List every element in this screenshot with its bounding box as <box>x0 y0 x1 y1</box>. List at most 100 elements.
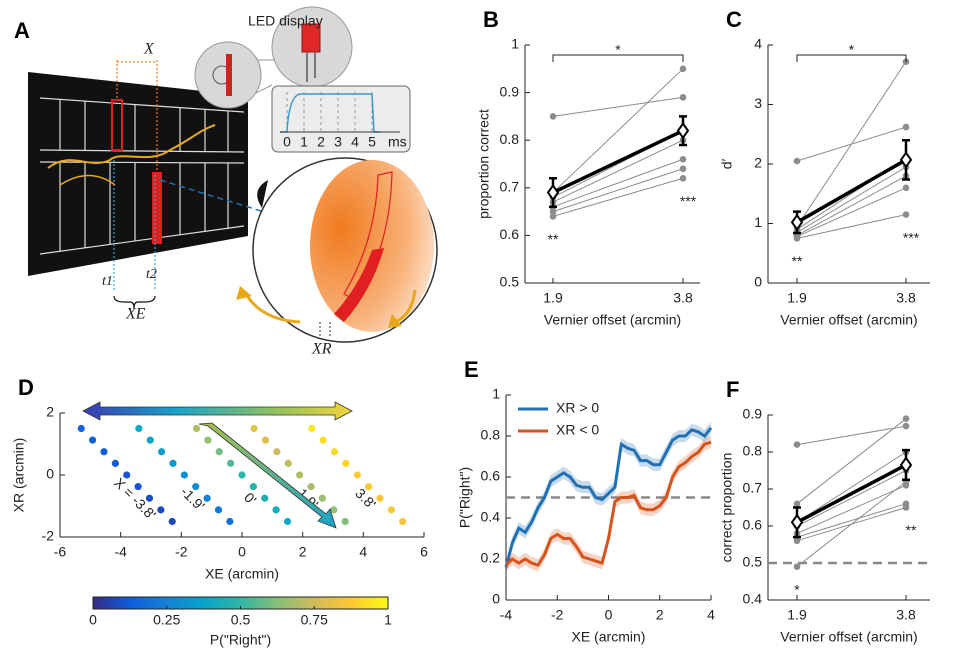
inset-tick-label: 1 <box>300 134 308 150</box>
y-tick-label: 3 <box>754 95 762 111</box>
significance-label: *** <box>903 229 920 245</box>
x-axis-label: Vernier offset (arcmin) <box>544 312 681 328</box>
significance-label: * <box>615 42 621 58</box>
x-tick-label: -2 <box>551 607 564 623</box>
inset-tick-label: 0 <box>283 134 291 150</box>
retina <box>310 160 434 332</box>
y-tick-label: 0.8 <box>481 427 501 443</box>
y-tick-label: 0 <box>492 591 500 607</box>
scatter-point <box>181 471 188 478</box>
y-tick-label: 0.9 <box>743 406 763 422</box>
y-tick-label: 0.2 <box>481 550 501 566</box>
mean-marker <box>901 458 911 472</box>
subject-line <box>797 426 906 445</box>
x-axis-label: XE (arcmin) <box>572 629 646 645</box>
subject-point <box>903 423 910 430</box>
x-tick-label: -2 <box>175 544 188 560</box>
scatter-point <box>158 448 165 455</box>
y-tick-label: 0.6 <box>743 517 763 533</box>
scatter-point <box>226 518 233 525</box>
inset-tick-label: 4 <box>351 134 359 150</box>
mean-line <box>797 160 906 222</box>
scatter-point <box>273 506 280 513</box>
x-axis-label: XE (arcmin) <box>205 566 279 582</box>
y-tick-label: 0.5 <box>500 274 520 290</box>
subject-point <box>903 185 910 192</box>
scatter-point <box>308 425 315 432</box>
series-label: 0' <box>241 489 260 508</box>
panel-label: C <box>726 7 742 32</box>
subject-point <box>794 501 801 508</box>
subject-point <box>903 504 910 511</box>
mean-marker <box>792 515 802 529</box>
scatter-point <box>100 448 107 455</box>
offset-label: X <box>143 41 155 58</box>
x-tick-label: -6 <box>54 544 67 560</box>
scatter-point <box>78 425 85 432</box>
inset-unit: ms <box>388 134 407 150</box>
subject-line <box>797 62 906 227</box>
y-tick-label: 0 <box>46 466 54 482</box>
panel-label: F <box>726 377 739 402</box>
figure: A LED display X 012345 ms t1 t2 XE XR B0… <box>0 0 972 653</box>
scatter-point <box>112 460 119 467</box>
screen-offset-label: XE <box>125 306 146 323</box>
x-tick-label: 3.8 <box>673 290 693 306</box>
led-bar <box>226 54 232 96</box>
y-axis-label: correct proportion <box>719 453 735 563</box>
x-tick-label: 3.8 <box>896 607 916 623</box>
error-band <box>506 436 711 571</box>
scatter-point <box>89 437 96 444</box>
legend-label: XR < 0 <box>556 422 599 438</box>
x-tick-label: 1.9 <box>543 290 563 306</box>
series-label: -1.9' <box>178 483 208 513</box>
colorbar-tick-label: 1 <box>384 612 392 628</box>
scatter-point <box>169 518 176 525</box>
y-tick-label: 1 <box>492 386 500 402</box>
y-tick-label: 0.6 <box>481 468 501 484</box>
scatter-point <box>342 518 349 525</box>
significance-label: * <box>794 581 800 597</box>
significance-label: ** <box>906 522 917 538</box>
legend-label: XR > 0 <box>556 400 599 416</box>
y-tick-label: -2 <box>42 528 55 544</box>
scatter-point <box>261 495 268 502</box>
subject-point <box>680 66 687 73</box>
y-tick-label: 0.4 <box>481 509 501 525</box>
time-label: t2 <box>146 267 157 282</box>
scatter-point <box>354 471 361 478</box>
mean-line <box>797 465 906 522</box>
significance-label: ** <box>792 253 803 269</box>
subject-line <box>797 471 906 527</box>
x-axis-label: Vernier offset (arcmin) <box>780 629 917 645</box>
scatter-point <box>399 518 406 525</box>
series-label: 3.8' <box>352 485 379 512</box>
x-tick-label: 3.8 <box>896 290 916 306</box>
y-axis-label: d′ <box>719 158 735 169</box>
subject-point <box>550 113 557 120</box>
subject-line <box>797 167 906 232</box>
subject-point <box>794 235 801 242</box>
subject-line <box>553 69 683 193</box>
x-tick-label: 2 <box>656 607 664 623</box>
y-axis-label: XR (arcmin) <box>11 438 27 513</box>
y-tick-label: 4 <box>754 36 762 52</box>
colorbar-tick-label: 0 <box>89 612 97 628</box>
y-tick-label: 0 <box>754 274 762 290</box>
y-tick-label: 1 <box>511 36 519 52</box>
y-tick-label: 0.7 <box>500 179 520 195</box>
significance-label: *** <box>680 193 697 209</box>
mean-marker <box>678 124 688 138</box>
y-axis-label: proportion correct <box>476 109 492 219</box>
y-tick-label: 1 <box>754 214 762 230</box>
y-tick-label: 2 <box>754 155 762 171</box>
scatter-point <box>262 437 269 444</box>
subject-point <box>794 441 801 448</box>
mean-marker <box>548 186 558 200</box>
y-tick-label: 0.4 <box>743 591 763 607</box>
subject-point <box>903 415 910 422</box>
scatter-point <box>169 460 176 467</box>
subject-line <box>553 169 683 212</box>
inset-tick-label: 5 <box>368 134 376 150</box>
subject-point <box>903 124 910 131</box>
